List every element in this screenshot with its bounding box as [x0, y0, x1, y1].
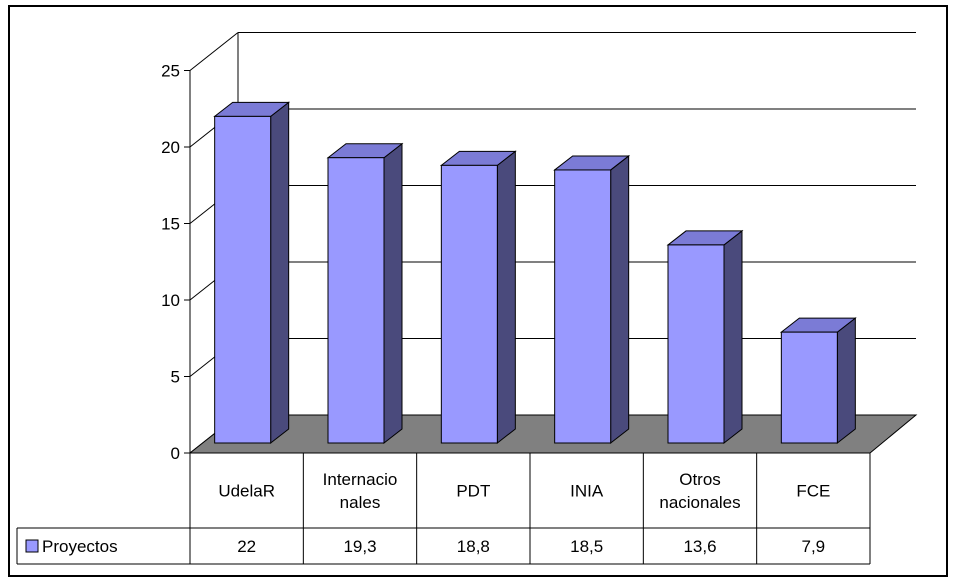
y-tick-label: 5 — [171, 368, 180, 387]
legend-label: Proyectos — [42, 537, 118, 556]
bar — [439, 150, 517, 445]
x-tick-label: FCE — [796, 482, 830, 501]
bar-front — [554, 169, 612, 444]
data-label: 22 — [237, 537, 256, 556]
y-tick-label: 10 — [161, 291, 180, 310]
x-tick-label: INIA — [570, 482, 604, 501]
bar — [779, 317, 857, 445]
bar-side — [270, 101, 290, 445]
x-tick-label: Internacio nales — [323, 470, 398, 512]
y-tick-label: 20 — [161, 138, 180, 157]
bar — [553, 154, 631, 445]
y-tick-label: 25 — [161, 62, 180, 81]
x-tick-label: PDT — [456, 482, 490, 501]
data-label: 7,9 — [802, 537, 826, 556]
y-tick-label: 15 — [161, 215, 180, 234]
y-tick-label: 0 — [171, 444, 180, 463]
data-label: 19,3 — [343, 537, 376, 556]
data-label: 13,6 — [683, 537, 716, 556]
bar-side — [383, 142, 403, 445]
bar-side — [610, 154, 630, 445]
bar-side — [723, 229, 743, 445]
bar-front — [667, 244, 725, 444]
x-tick-label: UdelaR — [218, 482, 275, 501]
bars — [213, 101, 857, 445]
bar-side — [836, 317, 856, 445]
bar-front — [214, 115, 272, 444]
bar — [213, 101, 291, 445]
bar-side — [496, 150, 516, 445]
data-label: 18,8 — [457, 537, 490, 556]
bar — [666, 229, 744, 445]
wall-gridline — [189, 32, 239, 71]
bar-front — [440, 164, 498, 444]
bar-front — [327, 157, 385, 444]
legend-swatch — [25, 539, 39, 553]
x-tick-label: Otros nacionales — [659, 470, 740, 512]
data-table: UdelaR Internacio nales PDT INIA Otros naciona… — [16, 452, 871, 565]
bar — [326, 142, 404, 445]
value-axis: 0 5 10 15 20 25 — [161, 62, 191, 463]
data-label: 18,5 — [570, 537, 603, 556]
bar-front — [780, 331, 838, 444]
